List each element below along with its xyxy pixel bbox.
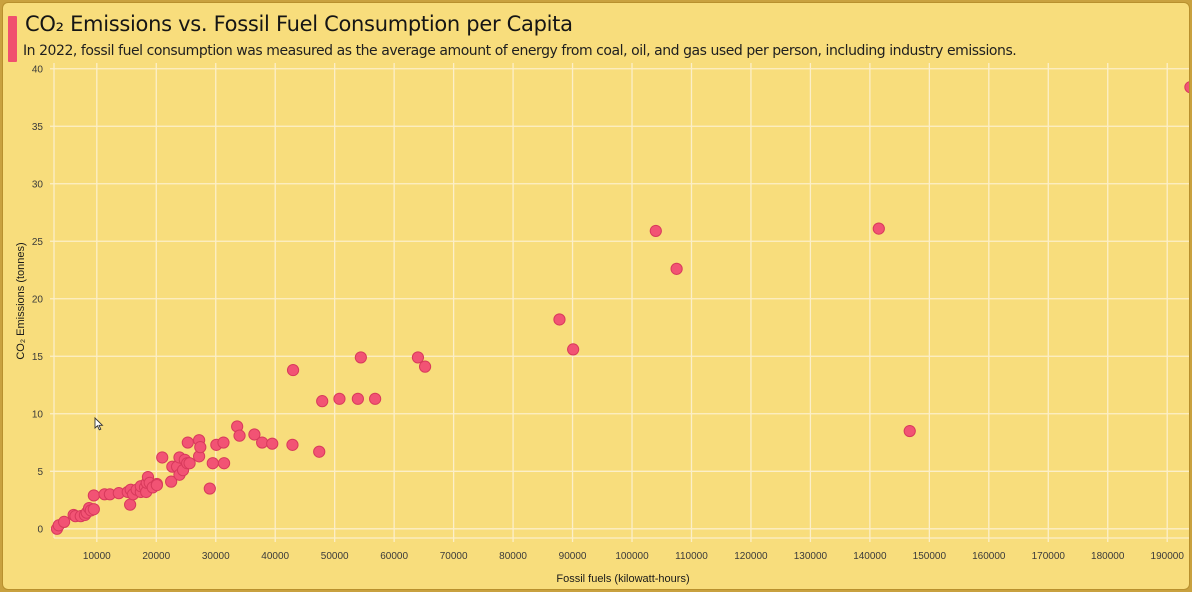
data-point[interactable]: [87, 489, 100, 502]
y-tick-label: 10: [32, 409, 44, 420]
x-tick-label: 50000: [321, 551, 349, 562]
chart-subtitle: In 2022, fossil fuel consumption was mea…: [23, 43, 1017, 59]
x-tick-label: 130000: [794, 551, 828, 562]
x-tick-label: 30000: [202, 551, 230, 562]
data-point[interactable]: [567, 343, 580, 356]
x-tick-label: 170000: [1032, 551, 1066, 562]
x-tick-label: 70000: [440, 551, 468, 562]
y-axis-label: CO₂ Emissions (tonnes): [15, 242, 27, 359]
data-point[interactable]: [411, 351, 425, 364]
y-tick-label: 30: [32, 179, 44, 190]
data-point[interactable]: [872, 222, 885, 235]
data-point[interactable]: [649, 224, 662, 238]
x-tick-label: 180000: [1091, 551, 1125, 562]
y-tick-label: 20: [32, 294, 44, 305]
data-point[interactable]: [156, 451, 169, 464]
data-point[interactable]: [256, 436, 269, 449]
data-point[interactable]: [87, 503, 100, 516]
data-point[interactable]: [203, 482, 216, 495]
data-point[interactable]: [165, 475, 178, 488]
y-tick-label: 35: [32, 122, 44, 133]
data-point[interactable]: [313, 445, 326, 458]
y-tick-label: 40: [32, 64, 44, 75]
data-point[interactable]: [286, 438, 299, 451]
data-point[interactable]: [670, 262, 683, 275]
data-point[interactable]: [194, 441, 207, 454]
data-point[interactable]: [553, 313, 566, 326]
x-tick-label: 100000: [615, 551, 649, 562]
data-points: [50, 81, 1190, 535]
data-point[interactable]: [150, 478, 163, 492]
grid-lines: [50, 63, 1189, 542]
x-tick-label: 110000: [675, 551, 708, 562]
x-axis-label: Fossil fuels (kilowatt-hours): [556, 573, 689, 585]
data-point[interactable]: [217, 457, 231, 470]
x-tick-label: 120000: [734, 551, 768, 562]
chart-title: CO₂ Emissions vs. Fossil Fuel Consumptio…: [25, 12, 573, 36]
data-point[interactable]: [181, 436, 194, 449]
data-point[interactable]: [217, 436, 230, 449]
data-point[interactable]: [183, 457, 196, 470]
data-point[interactable]: [316, 395, 329, 408]
y-tick-label: 5: [37, 467, 43, 478]
y-tick-label: 25: [32, 237, 44, 248]
x-tick-label: 150000: [913, 551, 947, 562]
data-point[interactable]: [248, 428, 261, 441]
x-tick-label: 10000: [83, 551, 111, 562]
y-tick-label: 15: [32, 352, 44, 363]
x-tick-label: 140000: [853, 551, 887, 562]
data-point[interactable]: [354, 351, 367, 364]
data-point[interactable]: [286, 363, 300, 377]
x-tick-label: 90000: [559, 551, 587, 562]
data-point[interactable]: [58, 515, 71, 528]
x-tick-label: 20000: [142, 551, 170, 562]
y-tick-label: 0: [37, 524, 43, 535]
data-point[interactable]: [903, 424, 916, 438]
data-point[interactable]: [1184, 81, 1190, 94]
data-point[interactable]: [233, 429, 246, 442]
axis-ticks: 10000 20000 30000 40000 50000 60000 70000 80000…: [32, 64, 1184, 562]
data-point[interactable]: [418, 360, 432, 373]
data-point[interactable]: [351, 392, 364, 405]
title-accent-bar: [8, 16, 17, 62]
x-tick-label: 40000: [261, 551, 289, 562]
x-tick-label: 80000: [499, 551, 527, 562]
data-point[interactable]: [266, 437, 279, 450]
data-point[interactable]: [206, 457, 219, 470]
x-tick-label: 160000: [972, 551, 1006, 562]
data-point[interactable]: [369, 392, 382, 405]
x-tick-label: 190000: [1151, 551, 1185, 562]
data-point[interactable]: [333, 392, 346, 405]
x-tick-label: 60000: [380, 551, 408, 562]
data-point[interactable]: [124, 498, 137, 511]
mouse-cursor-icon: [94, 417, 104, 431]
